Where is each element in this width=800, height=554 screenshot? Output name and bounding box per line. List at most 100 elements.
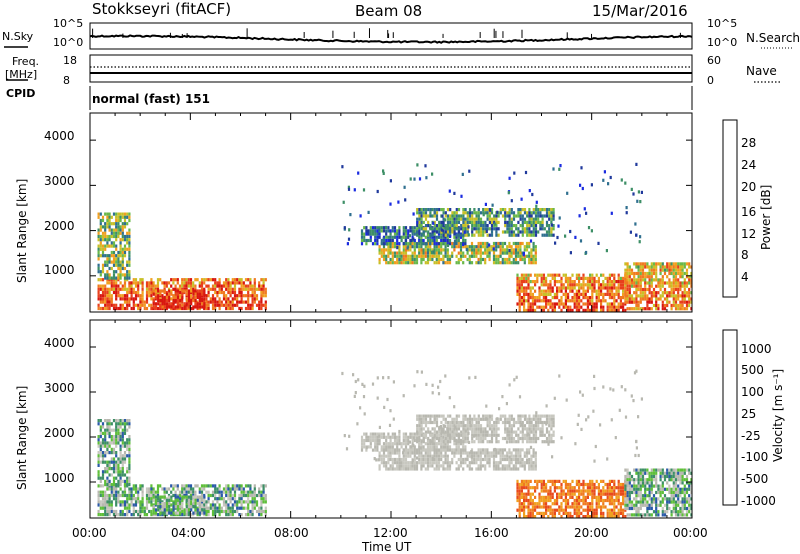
power-cell [231,287,234,291]
velocity-cell [446,464,449,468]
velocity-cell [459,442,463,446]
velocity-cell [508,448,511,452]
velocity-cell [437,442,441,446]
power-cell [471,230,474,234]
velocity-cell [473,461,476,465]
power-cell [625,211,628,215]
power-cell [359,214,362,218]
power-cell [473,245,476,249]
power-cell [463,230,466,234]
velocity-cell [371,432,375,436]
velocity-cell [165,508,169,512]
power-cell [477,257,480,262]
power-cell [619,276,622,280]
velocity-cell [187,505,191,509]
power-cell [477,214,480,218]
power-cell [470,245,474,249]
power-cell [635,307,638,311]
velocity-cell [178,500,182,504]
velocity-cell [464,461,467,465]
velocity-cell [528,427,531,431]
velocity-cell [475,467,478,471]
power-cell [123,250,127,255]
power-cell [481,245,485,249]
power-cell [426,248,430,252]
velocity-cell [258,493,261,498]
power-cell [655,284,658,288]
power-cell [573,299,576,303]
power-cell [431,214,434,218]
power-cell [97,287,100,291]
velocity-cell [455,427,458,431]
power-cell [449,220,452,224]
power-cell [569,286,572,290]
power-cell [526,214,529,218]
velocity-cell [541,414,544,418]
power-cell [545,214,549,218]
power-cell [104,247,107,251]
velocity-cell [455,448,458,452]
velocity-cell [380,461,383,465]
velocity-cell [486,420,489,425]
velocity-cell [499,461,502,465]
power-cell [431,254,434,258]
power-cell [393,235,397,239]
power-cell [225,281,228,285]
velocity-cell [360,438,364,443]
power-cell [229,281,232,285]
power-cell [580,166,583,170]
velocity-cell [106,441,109,445]
power-cell [591,280,594,284]
velocity-cell [420,461,423,465]
velocity-cell [519,464,522,468]
power-cell [530,217,533,221]
velocity-cell [216,506,219,510]
velocity-cell [543,420,546,425]
velocity-cell [520,489,523,493]
power-cell [192,284,195,288]
velocity-cell [181,490,184,494]
velocity-cell [192,490,195,494]
power-cell [528,233,531,237]
velocity-cell [363,432,366,436]
power-cell [516,286,519,290]
velocity-cell [382,435,386,439]
power-cell [457,257,460,262]
power-cell [484,245,487,249]
power-cell [525,273,528,277]
power-cell [486,233,489,237]
power-cell [424,254,427,258]
power-cell [486,227,489,231]
power-cell [264,278,267,282]
power-cell [255,303,259,307]
power-cell [637,268,640,272]
velocity-cell [464,440,467,444]
velocity-cell [446,420,450,425]
power-cell [635,294,638,298]
velocity-cell [525,515,528,519]
power-cell [418,177,422,181]
power-cell [403,185,406,189]
power-cell [262,284,265,288]
power-cell [635,287,638,292]
power-cell [582,280,585,284]
velocity-cell [130,497,133,501]
power-cell [624,271,627,276]
velocity-cell [427,436,430,441]
velocity-cell [520,479,523,483]
power-cell [536,276,539,280]
power-cell [218,300,221,304]
velocity-cell [537,420,540,425]
power-cell [644,265,647,269]
velocity-cell [457,436,461,441]
power-cell [530,214,533,218]
power-cell [464,254,467,258]
power-cell [409,257,412,262]
power-cell [420,224,423,228]
power-cell [479,220,483,224]
power-cell [106,281,109,285]
power-cell [468,208,472,212]
power-cell [115,306,118,311]
velocity-cell [110,457,113,461]
velocity-cell [393,448,397,452]
